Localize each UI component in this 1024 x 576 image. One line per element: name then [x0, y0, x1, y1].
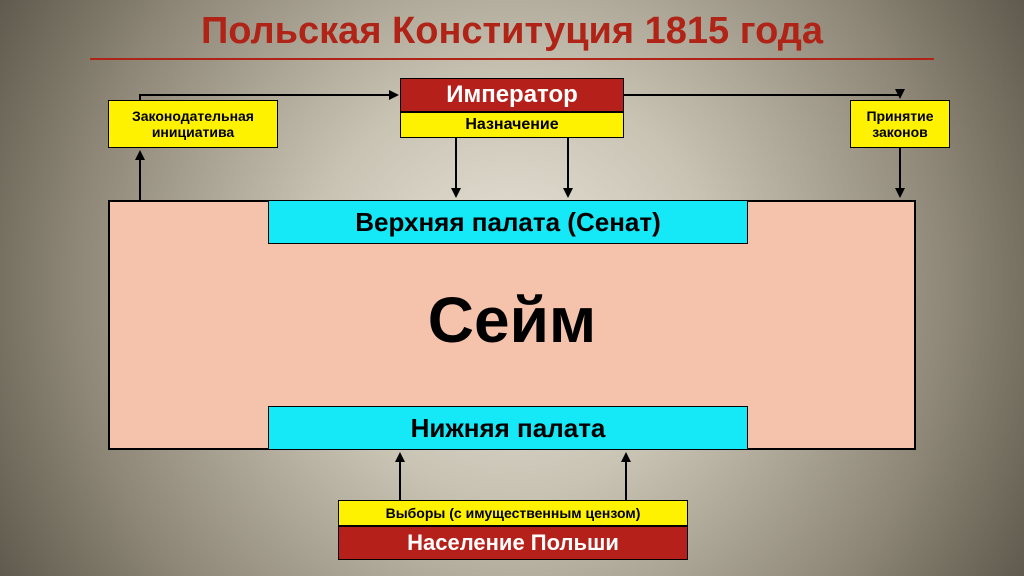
node-emperor: Император: [400, 78, 624, 112]
label-lower-house: Нижняя палата: [411, 413, 606, 444]
label-legislative-initiative: Законодательная инициатива: [132, 108, 254, 140]
label-elections: Выборы (с имущественным цензом): [386, 505, 641, 521]
label-appointment: Назначение: [465, 116, 558, 134]
title-underline: [90, 58, 934, 60]
node-adopt-laws: Принятие законов: [850, 100, 950, 148]
label-senate: Верхняя палата (Сенат): [355, 207, 661, 238]
node-elections: Выборы (с имущественным цензом): [338, 500, 688, 526]
label-seim: Сейм: [428, 283, 597, 357]
label-adopt-laws: Принятие законов: [866, 108, 933, 140]
label-emperor: Император: [446, 81, 578, 109]
node-senate: Верхняя палата (Сенат): [268, 200, 748, 244]
node-seim-title: Сейм: [108, 260, 916, 380]
node-lower-house: Нижняя палата: [268, 406, 748, 450]
node-legislative-initiative: Законодательная инициатива: [108, 100, 278, 148]
node-appointment: Назначение: [400, 112, 624, 138]
label-population: Население Польши: [407, 530, 619, 556]
diagram-title: Польская Конституция 1815 года: [0, 10, 1024, 53]
node-population: Население Польши: [338, 526, 688, 560]
diagram-stage: Польская Конституция 1815 года Император…: [0, 0, 1024, 576]
